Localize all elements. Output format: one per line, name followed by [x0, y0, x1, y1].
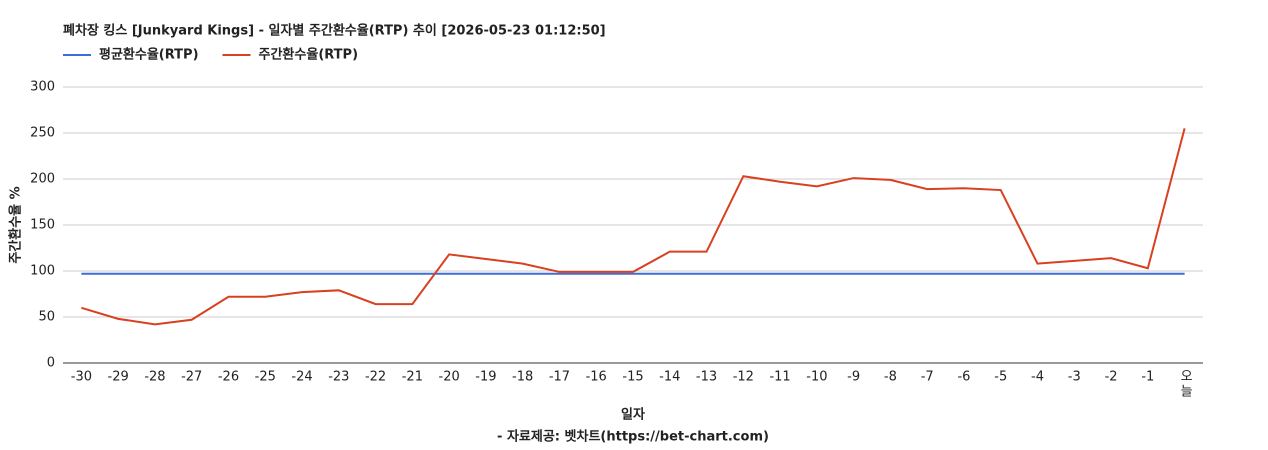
x-tick-label: -5: [994, 370, 1007, 385]
x-tick-label: -7: [921, 370, 934, 385]
x-tick-label: -20: [439, 370, 460, 385]
x-tick-label: -19: [475, 370, 496, 385]
x-tick-label: -29: [108, 370, 129, 385]
x-tick-label: -13: [696, 370, 717, 385]
y-tick-label: 200: [30, 172, 55, 187]
x-tick-label: -8: [884, 370, 897, 385]
source-note: - 자료제공: 벳차트(https://bet-chart.com): [497, 429, 769, 445]
x-tick-label: -12: [733, 370, 754, 385]
x-axis-title: 일자: [621, 408, 645, 423]
x-tick-label: -24: [291, 370, 312, 385]
x-tick-label: -9: [847, 370, 860, 385]
x-tick-label: -28: [144, 370, 165, 385]
x-tick-label: -23: [328, 370, 349, 385]
y-tick-label: 50: [38, 310, 55, 325]
y-axis-title: 주간환수율 %: [8, 186, 24, 263]
y-tick-label: 0: [47, 356, 55, 371]
x-tick-label: -18: [512, 370, 533, 385]
x-tick-label: -2: [1105, 370, 1118, 385]
x-tick-label: -22: [365, 370, 386, 385]
legend-label: 평균환수율(RTP): [99, 47, 199, 63]
y-tick-label: 300: [30, 80, 55, 95]
x-tick-label: -17: [549, 370, 570, 385]
legend-label: 주간환수율(RTP): [259, 47, 359, 63]
x-tick-label: -15: [622, 370, 643, 385]
x-tick-label: -10: [806, 370, 827, 385]
series-line: [81, 128, 1186, 326]
x-tick-label: -3: [1068, 370, 1081, 385]
y-tick-label: 250: [30, 126, 55, 141]
x-tick-label: -6: [957, 370, 970, 385]
x-tick-label: -11: [769, 370, 790, 385]
x-tick-label: -26: [218, 370, 239, 385]
x-tick-label: -14: [659, 370, 680, 385]
x-tick-label: -1: [1141, 370, 1154, 385]
x-tick-label: -30: [71, 370, 92, 385]
y-tick-label: 150: [30, 218, 55, 233]
chart-title: 폐차장 킹스 [Junkyard Kings] - 일자별 주간환수율(RTP)…: [63, 23, 606, 39]
x-tick-label: -16: [586, 370, 607, 385]
x-tick-label: -21: [402, 370, 423, 385]
x-tick-label: -25: [255, 370, 276, 385]
y-tick-label: 100: [30, 264, 55, 279]
x-tick-label: 오늘: [1177, 369, 1192, 399]
x-tick-label: -4: [1031, 370, 1044, 385]
x-tick-label: -27: [181, 370, 202, 385]
